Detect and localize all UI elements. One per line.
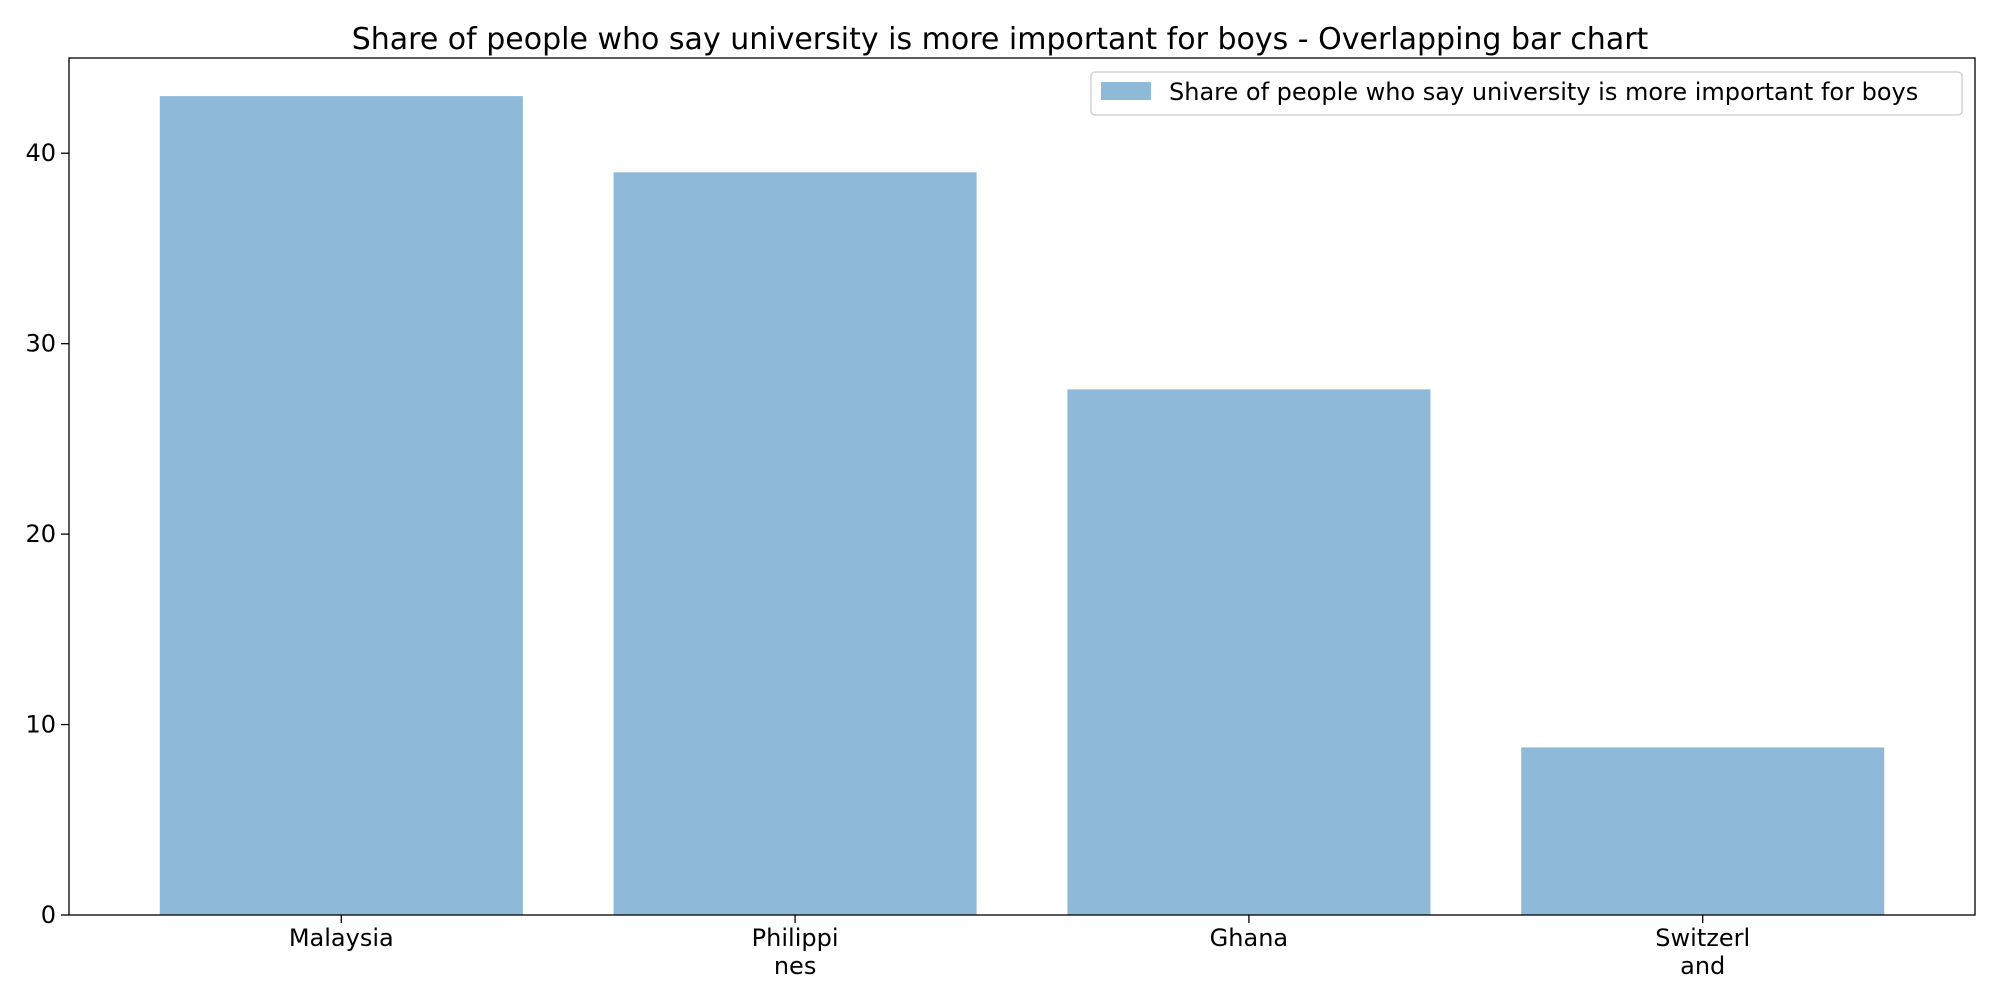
x-tick-label: Ghana	[1210, 924, 1288, 952]
legend-label: Share of people who say university is mo…	[1169, 78, 1918, 106]
y-tick-label: 20	[25, 520, 56, 548]
x-tick-label: nes	[774, 952, 816, 980]
y-tick-label: 10	[25, 711, 56, 739]
y-tick-label: 30	[25, 330, 56, 358]
bar-ghana	[1067, 389, 1431, 915]
plot-frame	[68, 57, 1976, 916]
x-tick-label: Philippi	[752, 924, 839, 952]
y-tick-label: 0	[41, 901, 56, 929]
y-axis: 0 10 20 30 40	[25, 139, 69, 929]
x-tick-label: and	[1680, 952, 1725, 980]
legend-swatch	[1101, 82, 1151, 100]
bar-switzerland	[1521, 747, 1885, 915]
chart-title: Share of people who say university is mo…	[352, 22, 1649, 57]
bar-philippines	[613, 172, 977, 915]
x-tick-label: Switzerl	[1655, 924, 1750, 952]
bar-malaysia	[159, 96, 523, 916]
legend: Share of people who say university is mo…	[1090, 71, 1963, 116]
x-tick-label: Malaysia	[289, 924, 394, 952]
legend-box	[1090, 71, 1963, 116]
bars-group	[159, 96, 1885, 916]
y-tick-label: 40	[25, 139, 56, 167]
